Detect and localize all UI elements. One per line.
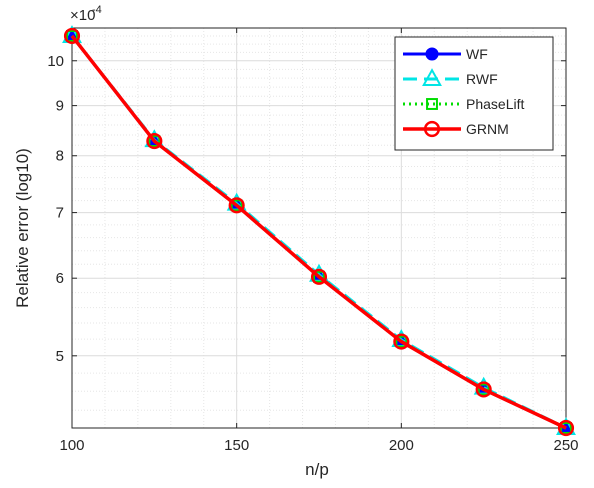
legend-entry-rwf: RWF [403, 68, 498, 87]
x-tick-label: 100 [59, 437, 84, 454]
y-tick-label: 8 [56, 148, 64, 165]
legend-entry-grnm: GRNM [403, 120, 509, 138]
legend-label: WF [466, 46, 488, 62]
series-layer [62, 25, 576, 437]
y-tick-label: 7 [56, 205, 64, 222]
y-tick-label: 9 [56, 98, 64, 115]
legend: WF RWF PhaseLift GRNM [394, 36, 554, 151]
phaselift-marker [230, 199, 243, 212]
x-tick-labels: 100 150 200 250 [59, 437, 578, 454]
grnm-marker [310, 268, 328, 285]
y-tick-labels: 5 6 7 8 9 10 [47, 53, 64, 365]
legend-entry-wf: WF [403, 46, 488, 62]
grnm-marker [146, 133, 163, 150]
phaselift-marker [66, 30, 78, 42]
phaselift-marker [148, 135, 161, 148]
y-exponent-power: -4 [92, 4, 102, 16]
phaselift-marker [477, 383, 490, 396]
wf-marker [425, 47, 439, 61]
grnm-marker [423, 120, 441, 138]
y-axis-label: Relative error (log10) [13, 148, 32, 308]
y-exponent-base: ×10 [70, 7, 95, 24]
grnm-line [70, 34, 567, 430]
grnm-marker [475, 381, 492, 398]
series-grnm [63, 27, 575, 437]
x-tick-label: 200 [389, 437, 414, 454]
phaselift-marker [313, 270, 325, 283]
x-axis-label: n/p [305, 460, 329, 479]
phaselift-marker [395, 335, 408, 348]
y-tick-label: 6 [56, 270, 64, 287]
grnm-marker [228, 197, 245, 214]
legend-label: GRNM [466, 121, 509, 137]
grnm-marker [63, 27, 81, 45]
phaselift-marker [560, 422, 572, 434]
y-tick-label: 5 [56, 348, 64, 365]
rwf-marker [422, 68, 442, 87]
legend-label: PhaseLift [466, 96, 524, 112]
legend-entry-phaselift: PhaseLift [403, 96, 524, 112]
x-tick-label: 250 [553, 437, 578, 454]
legend-box [394, 36, 554, 151]
grnm-marker [557, 419, 575, 437]
phaselift-marker [426, 98, 438, 110]
plot-frame [71, 27, 567, 429]
grnm-marker [393, 333, 410, 350]
x-tick-label: 150 [224, 437, 249, 454]
y-tick-label: 10 [47, 53, 64, 70]
legend-label: RWF [466, 71, 498, 87]
